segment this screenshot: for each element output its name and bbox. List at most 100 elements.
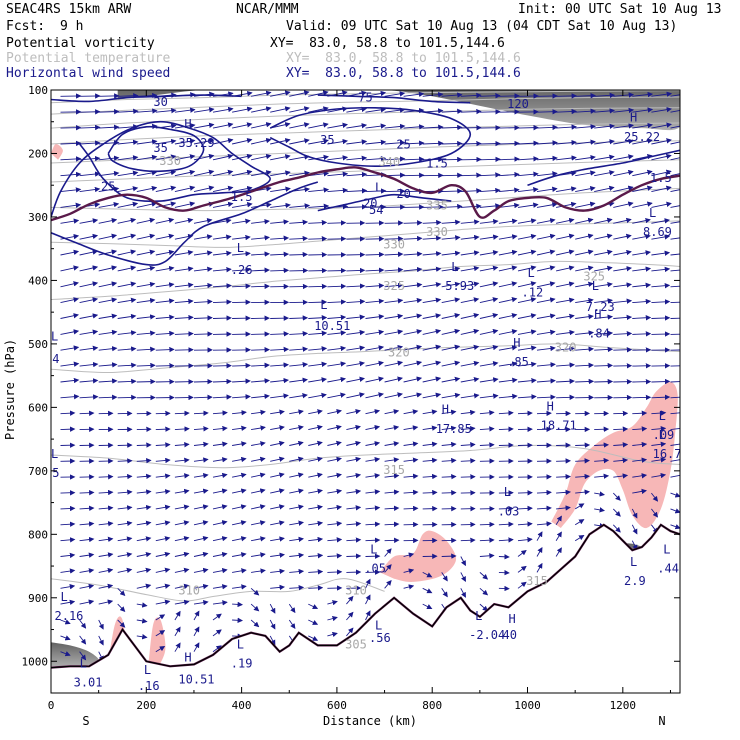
- wind-vector-852: [575, 489, 590, 495]
- wind-vector-510: [346, 329, 366, 336]
- wind-vector-887: [612, 508, 621, 517]
- wind-vector-964: [270, 552, 285, 558]
- theta-label-4: 320: [555, 341, 577, 355]
- wind-vector-698: [155, 426, 171, 432]
- wind-vector-417: [460, 281, 480, 288]
- wind-vector-299: [98, 233, 118, 240]
- wind-vector-268: [136, 217, 156, 224]
- wind-vector-1000: [441, 572, 448, 582]
- wind-vector-223: [536, 186, 558, 193]
- wind-vector-902: [270, 520, 285, 526]
- wind-vector-391: [594, 265, 613, 272]
- wind-vector-1045: [327, 600, 338, 606]
- wind-vector-1065: [327, 615, 338, 622]
- wind-contour-6: [317, 94, 471, 104]
- wind-vector-625: [651, 378, 671, 385]
- wind-vector-157: [536, 155, 558, 162]
- wind-vector-933: [232, 536, 247, 542]
- wind-vector-927: [117, 536, 133, 542]
- theta-contour-8: [51, 122, 680, 145]
- wind-vector-932: [212, 536, 228, 542]
- wind-vector-346: [365, 251, 385, 258]
- wind-vector-839: [327, 488, 343, 495]
- wind-vector-550: [479, 344, 499, 351]
- extremum-value-4: .12: [522, 285, 544, 299]
- wind-vector-657: [632, 394, 652, 401]
- extremum-value-28: 40: [503, 628, 517, 642]
- wind-contour-4: [317, 193, 452, 212]
- wind-vector-449: [441, 297, 461, 304]
- extremum-value-24: 10.51: [178, 673, 214, 687]
- shaded-region-1: [51, 642, 99, 667]
- wind-vector-1079: [308, 635, 319, 641]
- wind-vector-744: [403, 441, 419, 447]
- wind-vector-370: [193, 266, 213, 272]
- wind-vector-743: [384, 441, 400, 447]
- wind-vector-490: [594, 314, 613, 320]
- wind-vector-692: [670, 410, 680, 416]
- tropopause-line: [51, 166, 680, 222]
- wind-vector-937: [308, 536, 324, 543]
- y-axis-label: Pressure (hPa): [3, 339, 17, 440]
- wind-vector-990: [251, 568, 266, 574]
- wind-vector-690: [632, 410, 648, 416]
- wind-vector-483: [460, 312, 480, 319]
- wind-vector-618: [517, 377, 537, 384]
- wind-vector-28: [594, 92, 616, 99]
- wind-vector-16: [365, 90, 387, 97]
- wind-vector-991: [270, 568, 285, 574]
- wind-vector-854: [612, 492, 621, 501]
- wind-vector-553: [536, 345, 556, 352]
- wind-vector-403: [193, 282, 213, 289]
- wind-vector-420: [517, 281, 537, 288]
- extremum-value-3: 5.93: [445, 279, 474, 293]
- wind-vector-924: [60, 537, 76, 543]
- wind-vector-963: [251, 552, 266, 558]
- wind-vector-987: [193, 567, 209, 574]
- wind-vector-947: [498, 537, 514, 543]
- wind-vector-578: [384, 360, 404, 367]
- wind-vector-170: [155, 169, 177, 177]
- wind-vector-1062: [269, 619, 276, 630]
- wind-vector-382: [422, 266, 442, 272]
- wind-vector-749: [498, 442, 514, 448]
- wind-vector-683: [498, 410, 514, 416]
- wind-vector-620: [556, 378, 575, 384]
- wind-vector-320: [498, 234, 518, 240]
- wind-vector-500: [155, 330, 175, 337]
- wind-vector-576: [346, 361, 365, 367]
- wind-vector-641: [327, 392, 346, 399]
- wind-vector-333: [117, 249, 137, 256]
- wind-vector-1052: [79, 619, 87, 629]
- wind-vector-539: [270, 346, 290, 353]
- wind-vector-739: [308, 440, 323, 447]
- extremum-mark-3: L: [451, 260, 458, 274]
- wind-contour-7: [51, 94, 242, 103]
- wind-vector-929: [155, 536, 171, 542]
- wind-vector-66: [60, 125, 82, 131]
- wind-vector-613: [422, 376, 442, 383]
- wind-vector-201: [117, 186, 139, 193]
- wind-vector-767: [212, 457, 228, 463]
- wind-vector-735: [232, 441, 247, 447]
- wind-vector-358: [594, 249, 613, 256]
- wind-vector-159: [575, 154, 596, 161]
- wind-vector-543: [346, 345, 366, 351]
- wind-vector-859: [79, 505, 95, 511]
- wind-vector-227: [613, 185, 634, 193]
- wind-vector-722: [613, 426, 629, 432]
- wind-vector-804: [289, 472, 304, 478]
- wind-vector-598: [136, 378, 156, 385]
- south-end-label: S: [82, 714, 89, 728]
- wind-vector-221: [498, 187, 520, 193]
- wind-vector-230: [670, 189, 680, 193]
- wind-vector-173: [212, 169, 234, 177]
- wind-vector-531: [117, 346, 137, 352]
- wind-vector-659: [670, 396, 680, 399]
- wind-vector-37: [136, 108, 158, 114]
- wind-vector-893: [98, 521, 114, 527]
- wind-vector-817: [536, 474, 552, 480]
- wind-vector-976: [498, 554, 510, 560]
- wind-vector-357: [575, 249, 594, 256]
- extremum-mark-14: H: [547, 400, 554, 414]
